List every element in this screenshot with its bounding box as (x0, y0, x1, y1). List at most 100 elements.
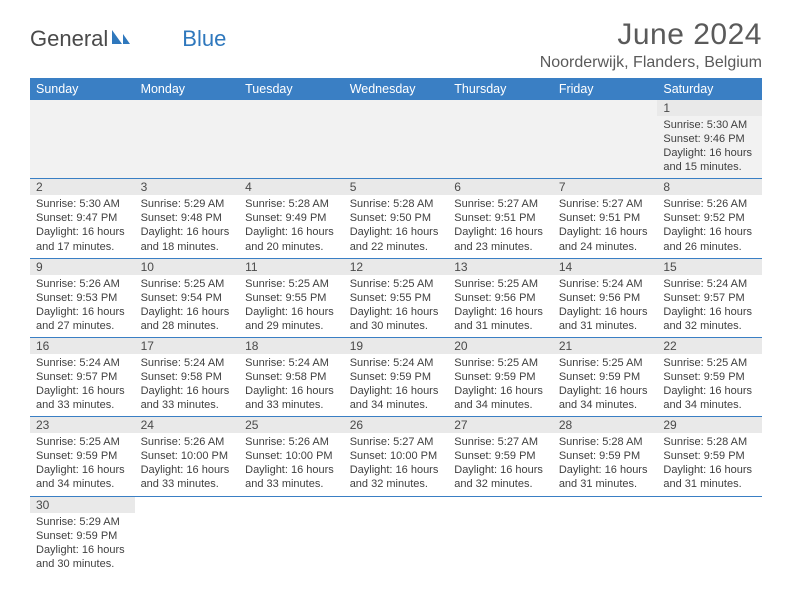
calendar-cell: 12Sunrise: 5:25 AMSunset: 9:55 PMDayligh… (344, 258, 449, 337)
day-details: Sunrise: 5:25 AMSunset: 9:59 PMDaylight:… (657, 354, 762, 416)
calendar-cell (135, 496, 240, 575)
calendar-week-row: 23Sunrise: 5:25 AMSunset: 9:59 PMDayligh… (30, 417, 762, 496)
detail-line: and 32 minutes. (350, 477, 443, 491)
calendar-cell: 8Sunrise: 5:26 AMSunset: 9:52 PMDaylight… (657, 179, 762, 258)
calendar-cell: 28Sunrise: 5:28 AMSunset: 9:59 PMDayligh… (553, 417, 658, 496)
calendar-cell: 10Sunrise: 5:25 AMSunset: 9:54 PMDayligh… (135, 258, 240, 337)
detail-line: and 30 minutes. (36, 557, 129, 571)
day-details: Sunrise: 5:24 AMSunset: 9:58 PMDaylight:… (135, 354, 240, 416)
weekday-header: Sunday (30, 78, 135, 100)
detail-line: and 26 minutes. (663, 240, 756, 254)
day-number: 12 (344, 259, 449, 275)
detail-line: Sunrise: 5:29 AM (141, 197, 234, 211)
detail-line: Sunrise: 5:27 AM (454, 435, 547, 449)
calendar-cell: 18Sunrise: 5:24 AMSunset: 9:58 PMDayligh… (239, 337, 344, 416)
detail-line: Sunset: 9:59 PM (36, 449, 129, 463)
day-details: Sunrise: 5:25 AMSunset: 9:54 PMDaylight:… (135, 275, 240, 337)
detail-line: Sunrise: 5:28 AM (350, 197, 443, 211)
brand-logo: GeneralBlue (30, 18, 226, 52)
day-number: 5 (344, 179, 449, 195)
detail-line: Daylight: 16 hours (36, 225, 129, 239)
calendar-cell: 7Sunrise: 5:27 AMSunset: 9:51 PMDaylight… (553, 179, 658, 258)
detail-line: and 27 minutes. (36, 319, 129, 333)
day-number: 6 (448, 179, 553, 195)
detail-line: Sunset: 9:47 PM (36, 211, 129, 225)
month-title: June 2024 (540, 18, 762, 52)
day-number: 30 (30, 497, 135, 513)
day-number: 7 (553, 179, 658, 195)
calendar-cell: 22Sunrise: 5:25 AMSunset: 9:59 PMDayligh… (657, 337, 762, 416)
detail-line: Sunset: 9:57 PM (663, 291, 756, 305)
calendar-cell: 5Sunrise: 5:28 AMSunset: 9:50 PMDaylight… (344, 179, 449, 258)
detail-line: Sunrise: 5:28 AM (559, 435, 652, 449)
detail-line: Daylight: 16 hours (559, 463, 652, 477)
detail-line: Sunset: 9:59 PM (454, 449, 547, 463)
weekday-header: Tuesday (239, 78, 344, 100)
detail-line: Sunrise: 5:30 AM (663, 118, 756, 132)
detail-line: Daylight: 16 hours (663, 305, 756, 319)
weekday-header: Thursday (448, 78, 553, 100)
day-details: Sunrise: 5:25 AMSunset: 9:55 PMDaylight:… (344, 275, 449, 337)
detail-line: and 34 minutes. (663, 398, 756, 412)
detail-line: Sunset: 9:55 PM (350, 291, 443, 305)
detail-line: Daylight: 16 hours (454, 463, 547, 477)
detail-line: Daylight: 16 hours (350, 384, 443, 398)
calendar-cell: 16Sunrise: 5:24 AMSunset: 9:57 PMDayligh… (30, 337, 135, 416)
day-details: Sunrise: 5:30 AMSunset: 9:46 PMDaylight:… (657, 116, 762, 178)
day-details: Sunrise: 5:24 AMSunset: 9:57 PMDaylight:… (657, 275, 762, 337)
detail-line: Sunrise: 5:25 AM (245, 277, 338, 291)
calendar-week-row: 1Sunrise: 5:30 AMSunset: 9:46 PMDaylight… (30, 100, 762, 179)
day-details: Sunrise: 5:26 AMSunset: 10:00 PMDaylight… (239, 433, 344, 495)
calendar-cell (344, 100, 449, 179)
day-number: 8 (657, 179, 762, 195)
calendar-cell (448, 100, 553, 179)
detail-line: Sunset: 9:53 PM (36, 291, 129, 305)
detail-line: Sunrise: 5:26 AM (245, 435, 338, 449)
detail-line: and 18 minutes. (141, 240, 234, 254)
day-number: 26 (344, 417, 449, 433)
day-number: 2 (30, 179, 135, 195)
detail-line: Sunset: 9:56 PM (559, 291, 652, 305)
day-details: Sunrise: 5:27 AMSunset: 9:51 PMDaylight:… (448, 195, 553, 257)
day-details: Sunrise: 5:24 AMSunset: 9:57 PMDaylight:… (30, 354, 135, 416)
detail-line: Daylight: 16 hours (559, 384, 652, 398)
day-number: 21 (553, 338, 658, 354)
calendar-cell: 4Sunrise: 5:28 AMSunset: 9:49 PMDaylight… (239, 179, 344, 258)
detail-line: Daylight: 16 hours (245, 463, 338, 477)
detail-line: Daylight: 16 hours (454, 225, 547, 239)
day-number: 22 (657, 338, 762, 354)
detail-line: Daylight: 16 hours (36, 305, 129, 319)
day-number: 15 (657, 259, 762, 275)
day-number: 4 (239, 179, 344, 195)
detail-line: and 31 minutes. (663, 477, 756, 491)
day-details: Sunrise: 5:25 AMSunset: 9:55 PMDaylight:… (239, 275, 344, 337)
detail-line: Daylight: 16 hours (663, 463, 756, 477)
day-number: 24 (135, 417, 240, 433)
detail-line: and 31 minutes. (559, 477, 652, 491)
detail-line: Daylight: 16 hours (141, 305, 234, 319)
calendar-cell (344, 496, 449, 575)
detail-line: Sunrise: 5:26 AM (36, 277, 129, 291)
calendar-cell: 19Sunrise: 5:24 AMSunset: 9:59 PMDayligh… (344, 337, 449, 416)
detail-line: Sunset: 9:58 PM (141, 370, 234, 384)
detail-line: Sunset: 9:57 PM (36, 370, 129, 384)
detail-line: Daylight: 16 hours (36, 463, 129, 477)
calendar-cell: 6Sunrise: 5:27 AMSunset: 9:51 PMDaylight… (448, 179, 553, 258)
detail-line: and 22 minutes. (350, 240, 443, 254)
detail-line: Sunrise: 5:27 AM (350, 435, 443, 449)
day-details: Sunrise: 5:28 AMSunset: 9:49 PMDaylight:… (239, 195, 344, 257)
brand-part1: General (30, 26, 108, 52)
day-number: 9 (30, 259, 135, 275)
day-details: Sunrise: 5:29 AMSunset: 9:59 PMDaylight:… (30, 513, 135, 575)
calendar-cell (657, 496, 762, 575)
detail-line: Daylight: 16 hours (245, 225, 338, 239)
day-number: 17 (135, 338, 240, 354)
day-number: 19 (344, 338, 449, 354)
detail-line: and 32 minutes. (663, 319, 756, 333)
detail-line: Sunset: 9:54 PM (141, 291, 234, 305)
day-number: 25 (239, 417, 344, 433)
detail-line: Daylight: 16 hours (663, 384, 756, 398)
detail-line: and 31 minutes. (454, 319, 547, 333)
detail-line: Sunset: 9:51 PM (559, 211, 652, 225)
calendar-cell (448, 496, 553, 575)
